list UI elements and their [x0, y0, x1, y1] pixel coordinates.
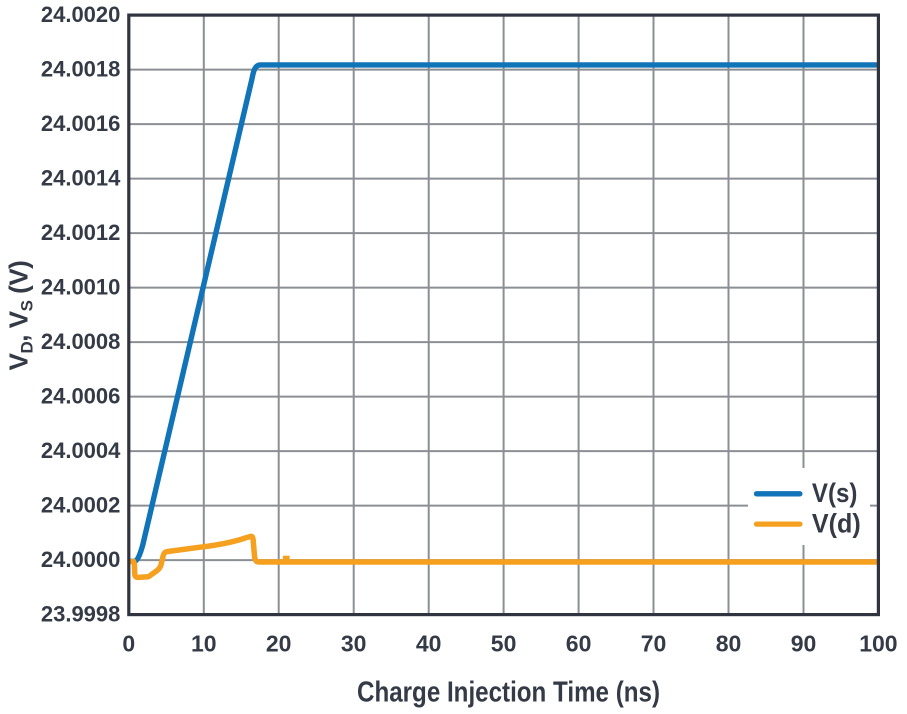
svg-text:24.0010: 24.0010	[41, 275, 121, 300]
svg-text:24.0012: 24.0012	[41, 220, 121, 245]
svg-text:24.0014: 24.0014	[41, 166, 121, 191]
svg-text:V(d): V(d)	[812, 509, 861, 539]
svg-text:VD, VS (V): VD, VS (V)	[3, 261, 36, 371]
svg-text:24.0016: 24.0016	[41, 111, 121, 136]
svg-text:23.9998: 23.9998	[41, 602, 121, 627]
svg-text:Charge Injection Time (ns): Charge Injection Time (ns)	[357, 677, 660, 709]
svg-text:70: 70	[641, 631, 667, 657]
svg-text:24.0006: 24.0006	[41, 384, 121, 409]
svg-text:90: 90	[791, 631, 817, 657]
svg-text:10: 10	[191, 631, 217, 657]
svg-text:V(s): V(s)	[812, 478, 858, 508]
svg-text:24.0008: 24.0008	[41, 329, 121, 354]
svg-text:40: 40	[416, 631, 442, 657]
svg-text:24.0000: 24.0000	[41, 547, 121, 572]
svg-text:80: 80	[716, 631, 742, 657]
svg-text:24.0020: 24.0020	[41, 2, 121, 27]
svg-text:100: 100	[859, 631, 897, 657]
svg-text:0: 0	[122, 631, 135, 657]
svg-text:20: 20	[266, 631, 292, 657]
svg-text:24.0004: 24.0004	[41, 438, 121, 463]
svg-text:50: 50	[491, 631, 517, 657]
svg-text:60: 60	[566, 631, 592, 657]
svg-text:24.0002: 24.0002	[41, 493, 121, 518]
svg-text:30: 30	[341, 631, 367, 657]
svg-text:24.0018: 24.0018	[41, 57, 121, 82]
